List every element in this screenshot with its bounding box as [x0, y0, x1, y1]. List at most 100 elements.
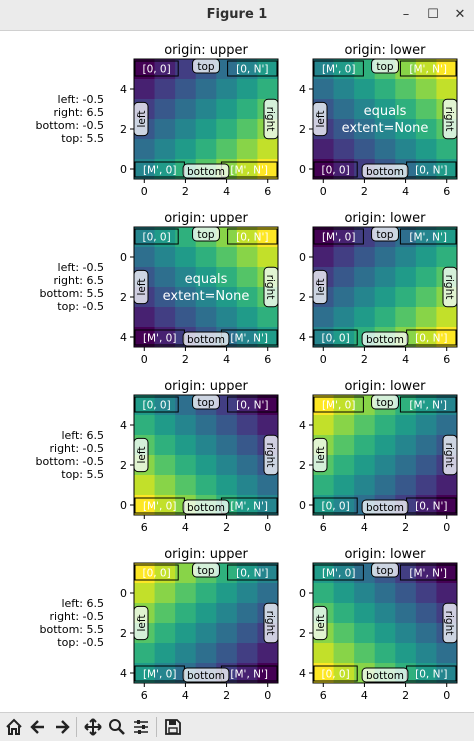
x-tick-label: 6 — [141, 689, 148, 702]
heatmap-cell — [333, 643, 355, 664]
corner-label-bl: [0, 0] — [313, 497, 358, 514]
zoom-button[interactable] — [106, 716, 128, 738]
x-tick-label: 4 — [402, 185, 409, 198]
heatmap-cell — [236, 99, 258, 120]
forward-button[interactable] — [51, 716, 73, 738]
heatmap-cell — [374, 643, 396, 664]
subplot-3: origin: upper 0 2 4 6 0 2 4 [0, 0] [0, N'] [M', 0]… — [120, 211, 279, 366]
pan-button[interactable] — [82, 716, 104, 738]
heatmap-cell — [257, 307, 279, 328]
heatmap-cell — [257, 59, 279, 80]
configure-subplots-button[interactable] — [130, 716, 152, 738]
heatmap-cell — [415, 583, 437, 604]
subplot-1: origin: upper 0 2 4 6 4 2 0 [0, 0] [0, N'] [M', 0]… — [120, 43, 279, 198]
save-button[interactable] — [162, 716, 184, 738]
heatmap-cell — [175, 287, 197, 308]
heatmap-cell — [236, 415, 258, 436]
heatmap-cell — [154, 603, 176, 624]
heatmap-cell — [415, 475, 437, 496]
svg-text:right: right — [443, 107, 455, 132]
heatmap-cell — [236, 395, 258, 416]
close-button[interactable]: ✕ — [454, 7, 466, 22]
side-label-right: right — [263, 602, 279, 644]
x-tick-label: 0 — [443, 689, 450, 702]
heatmap-cell — [374, 623, 396, 644]
svg-text:[0, N']: [0, N'] — [236, 64, 268, 76]
heatmap-cell — [354, 267, 376, 288]
corner-label-tr: [0, N'] — [227, 228, 278, 245]
heatmap-cell — [257, 475, 279, 496]
svg-text:[0, 0]: [0, 0] — [142, 64, 170, 76]
heatmap-cell — [395, 415, 417, 436]
subplot-title: origin: upper — [164, 43, 248, 58]
heatmap-cell — [154, 563, 176, 584]
heatmap-cell — [313, 583, 334, 604]
row-label-line: left: -0.5 — [58, 93, 104, 106]
heatmap-cell — [354, 139, 376, 160]
svg-text:[0, N']: [0, N'] — [415, 501, 447, 513]
heatmap-cell — [415, 603, 437, 624]
row-label-line: right: -0.5 — [49, 442, 104, 455]
y-tick-label: 4 — [120, 667, 127, 680]
heatmap-cell — [175, 395, 197, 416]
heatmap-cell — [175, 139, 197, 160]
heatmap-cell — [154, 475, 176, 496]
side-label-top: top — [192, 226, 220, 242]
heatmap-cell — [333, 59, 355, 80]
corner-label-bl: [0, 0] — [313, 329, 358, 346]
heatmap-cell — [436, 79, 458, 100]
heatmap-cell — [195, 99, 217, 120]
heatmap-cell — [236, 119, 258, 140]
svg-text:[M', N']: [M', N'] — [230, 501, 268, 513]
home-button[interactable] — [3, 716, 25, 738]
heatmap-cell — [313, 563, 334, 584]
heatmap-cell — [236, 79, 258, 100]
heatmap-cell — [154, 583, 176, 604]
y-tick-label: 4 — [120, 83, 127, 96]
heatmap-cell — [374, 415, 396, 436]
maximize-button[interactable]: ☐ — [427, 7, 439, 22]
heatmap-cell — [134, 227, 155, 248]
heatmap-cell — [436, 327, 458, 348]
heatmap-cell — [415, 247, 437, 268]
side-label-left: left — [133, 269, 149, 305]
forward-icon — [56, 720, 70, 734]
heatmap-cell — [134, 159, 155, 180]
side-label-top: top — [192, 562, 220, 578]
heatmap-cell — [195, 267, 217, 288]
heatmap-cell — [415, 119, 437, 140]
row-label-line: right: 6.5 — [53, 274, 104, 287]
corner-label-tr: [M', N'] — [399, 228, 457, 245]
heatmap-cell — [154, 643, 176, 664]
svg-text:[0, N']: [0, N'] — [415, 333, 447, 345]
toolbar-separator — [156, 717, 157, 737]
svg-text:[M', 0]: [M', 0] — [322, 568, 356, 580]
heatmap-cell — [195, 475, 217, 496]
minimize-button[interactable]: – — [402, 7, 410, 22]
x-tick-label: 0 — [141, 353, 148, 366]
svg-text:[0, 0]: [0, 0] — [321, 165, 349, 177]
side-label-right: right — [263, 434, 279, 476]
svg-text:top: top — [197, 397, 215, 409]
x-tick-label: 0 — [141, 185, 148, 198]
y-tick-label: 4 — [299, 331, 306, 344]
heatmap-cell — [236, 583, 258, 604]
svg-text:left: left — [315, 278, 327, 295]
heatmap-cell — [175, 247, 197, 268]
heatmap-cell — [313, 663, 334, 684]
heatmap-cell — [333, 267, 355, 288]
heatmap-cell — [313, 475, 334, 496]
heatmap-cell — [333, 435, 355, 456]
heatmap-cell — [436, 415, 458, 436]
y-tick-label: 4 — [299, 667, 306, 680]
back-button[interactable] — [27, 716, 49, 738]
svg-text:[M', N']: [M', N'] — [230, 669, 268, 681]
center-note: equals — [185, 272, 228, 287]
subplot-8: origin: lower 6 4 2 0 0 2 4 [M', 0] [M', N'] [0, 0… — [299, 547, 458, 702]
y-tick-label: 2 — [299, 459, 306, 472]
heatmap-cell — [195, 435, 217, 456]
subplot-title: origin: lower — [344, 547, 426, 562]
heatmap-cell — [354, 247, 376, 268]
figure-canvas: origin: upper 0 2 4 6 4 2 0 [0, 0] [0, N'] [M', 0]… — [36, 43, 458, 702]
corner-label-bl: [0, 0] — [313, 665, 358, 682]
